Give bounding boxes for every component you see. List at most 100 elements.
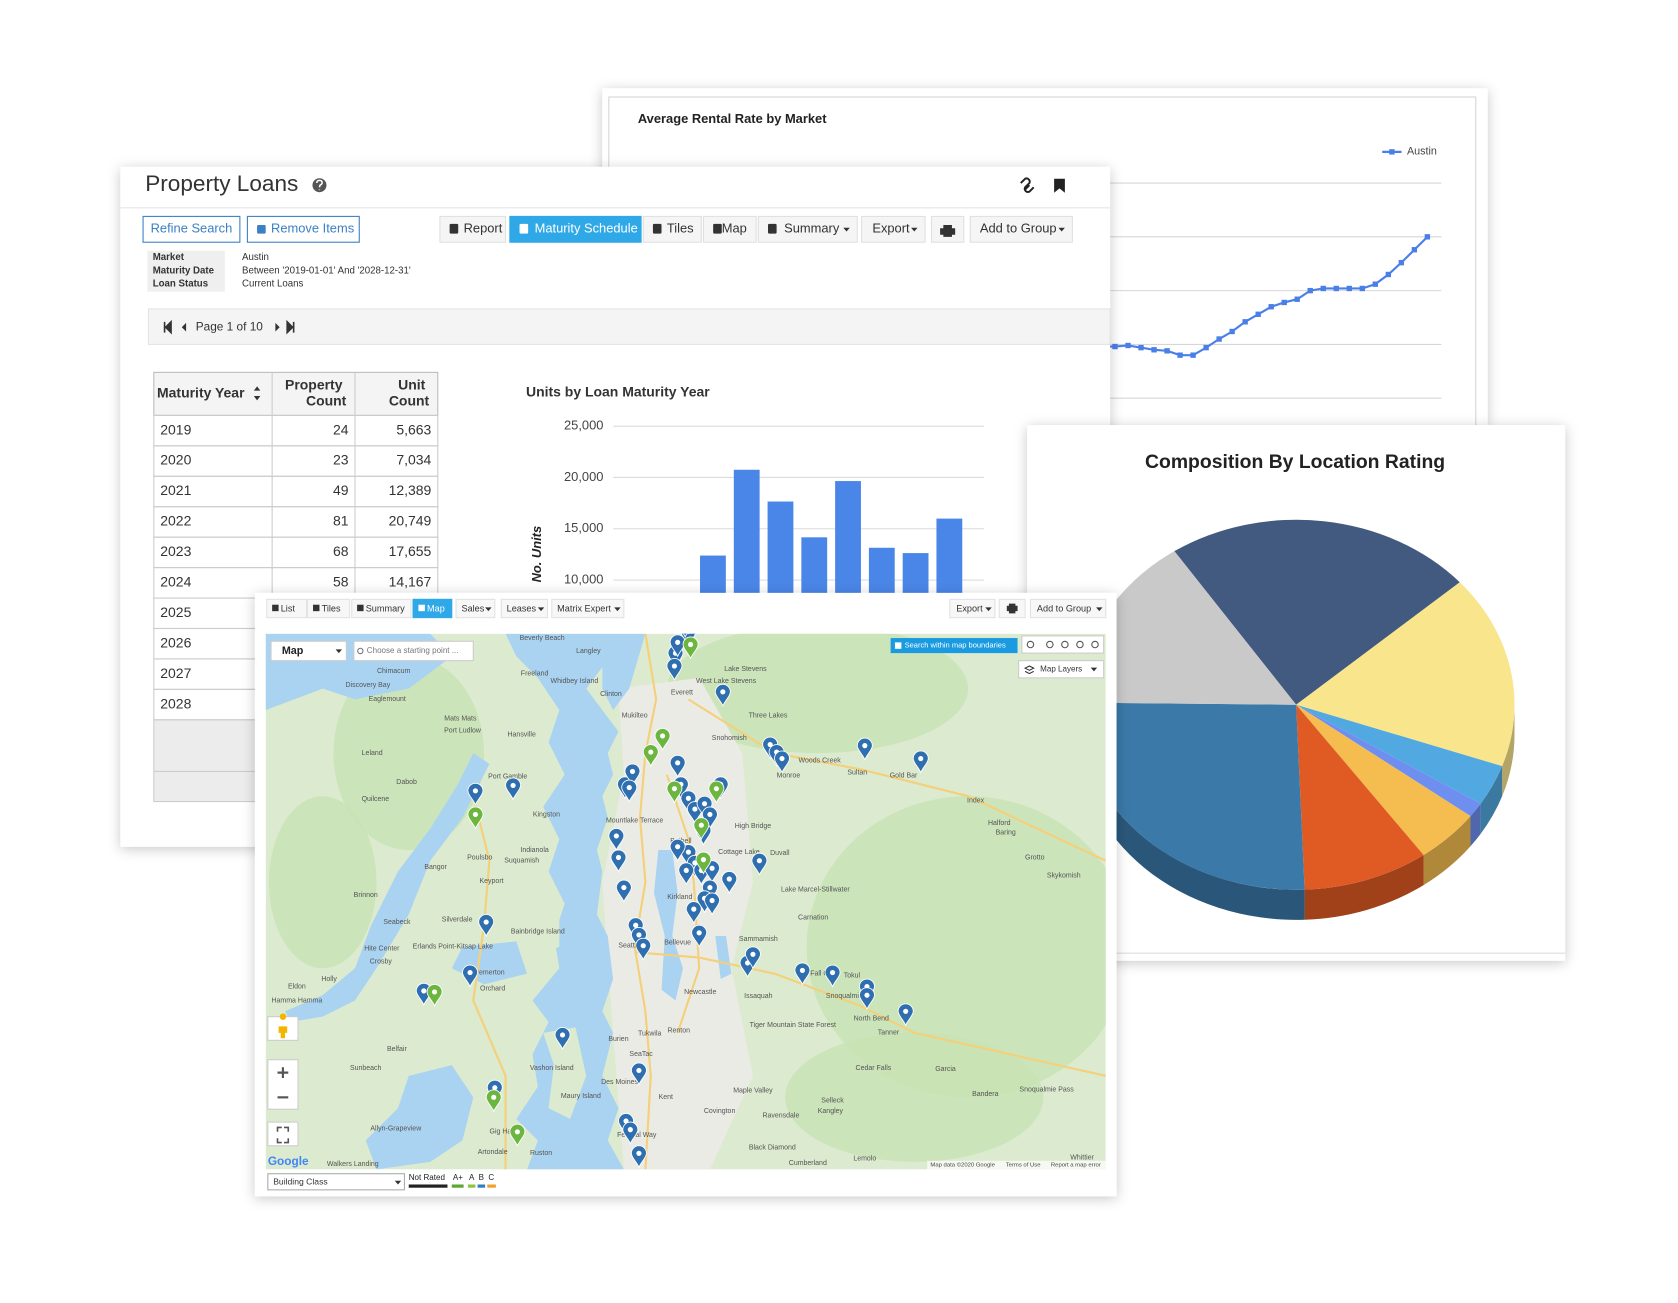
toolbar-button[interactable] bbox=[455, 598, 496, 619]
map-pin[interactable] bbox=[704, 892, 721, 916]
map-pin[interactable] bbox=[714, 683, 731, 707]
map-pin[interactable] bbox=[485, 1089, 502, 1113]
map-pin[interactable] bbox=[669, 838, 686, 862]
map-type-select[interactable] bbox=[270, 640, 347, 662]
map-pin[interactable] bbox=[751, 852, 768, 876]
zoom-in[interactable] bbox=[277, 1067, 289, 1078]
toolbar-button[interactable] bbox=[509, 215, 642, 243]
place-label: Dabob bbox=[396, 779, 417, 786]
map-pin[interactable] bbox=[678, 862, 695, 886]
outline-button[interactable] bbox=[142, 215, 241, 243]
map-pin[interactable] bbox=[685, 901, 702, 925]
map-pin[interactable] bbox=[669, 634, 686, 658]
toolbar-button[interactable] bbox=[702, 215, 757, 243]
toolbar-label: Matrix Expert bbox=[557, 603, 611, 613]
map-pin[interactable] bbox=[774, 750, 790, 774]
map-pin[interactable] bbox=[682, 636, 699, 660]
map-tool-icon[interactable] bbox=[1061, 640, 1069, 649]
legend-label: Austin bbox=[1407, 146, 1437, 158]
toolbar-button[interactable] bbox=[949, 598, 996, 619]
map-pin[interactable] bbox=[505, 777, 522, 801]
map-pin[interactable] bbox=[426, 984, 443, 1008]
caret bbox=[1058, 227, 1065, 232]
y-tick-label: 25,000 bbox=[564, 418, 603, 433]
map-layers-button[interactable] bbox=[1018, 660, 1105, 679]
map-pin[interactable] bbox=[478, 914, 495, 938]
map-pin[interactable] bbox=[608, 828, 625, 852]
map-pin[interactable] bbox=[622, 1121, 639, 1145]
outline-button[interactable] bbox=[246, 215, 360, 243]
map-pin[interactable] bbox=[691, 924, 708, 948]
map-pin[interactable] bbox=[669, 754, 686, 778]
pager-last[interactable] bbox=[286, 319, 295, 335]
map-pin[interactable] bbox=[462, 964, 479, 988]
link-icon[interactable] bbox=[1020, 177, 1035, 193]
map-pin[interactable] bbox=[630, 1145, 647, 1169]
map-pin[interactable] bbox=[678, 615, 693, 639]
pager-next[interactable] bbox=[275, 322, 280, 332]
map-pin[interactable] bbox=[610, 849, 627, 873]
pie-slice-side bbox=[1502, 704, 1515, 797]
map-pin[interactable] bbox=[467, 782, 484, 806]
toolbar-button[interactable] bbox=[551, 598, 625, 619]
toolbar-label: Add to Group bbox=[980, 221, 1057, 236]
map-pin[interactable] bbox=[794, 962, 811, 986]
map-tool-icon[interactable] bbox=[1026, 640, 1035, 649]
place-label: Carnation bbox=[798, 915, 828, 922]
pie-slice-side bbox=[1304, 854, 1424, 920]
toolbar-button[interactable] bbox=[351, 598, 412, 619]
map-pin[interactable] bbox=[912, 750, 929, 774]
search-input[interactable] bbox=[353, 640, 474, 662]
map-pin-dot bbox=[627, 1127, 633, 1133]
map-tool-icon[interactable] bbox=[1046, 640, 1054, 649]
map-urban bbox=[602, 677, 753, 1170]
map-pin[interactable] bbox=[693, 817, 710, 841]
map-pin-dot bbox=[510, 782, 516, 788]
toolbar-label: Tiles bbox=[322, 603, 341, 613]
map-pin[interactable] bbox=[695, 851, 712, 875]
legend-select[interactable] bbox=[267, 1173, 405, 1191]
map-pin[interactable] bbox=[554, 1027, 571, 1051]
map-pin[interactable] bbox=[744, 946, 761, 970]
map-pin[interactable] bbox=[635, 937, 652, 961]
search-button[interactable] bbox=[890, 638, 1018, 654]
map-pin[interactable] bbox=[897, 1003, 914, 1027]
pager-first[interactable] bbox=[163, 319, 172, 335]
map-pin[interactable] bbox=[859, 987, 875, 1011]
toolbar-button[interactable] bbox=[500, 598, 549, 619]
place-label: Holly bbox=[321, 976, 337, 983]
map-pin[interactable] bbox=[615, 879, 632, 903]
map-pin[interactable] bbox=[624, 763, 641, 787]
map-pin[interactable] bbox=[467, 806, 484, 830]
map-tool-icon[interactable] bbox=[1091, 640, 1099, 649]
map-pin[interactable] bbox=[509, 1123, 526, 1147]
toolbar-button[interactable] bbox=[412, 598, 453, 619]
map-tool-icon[interactable] bbox=[1076, 640, 1084, 649]
fullscreen-button[interactable] bbox=[267, 1121, 299, 1147]
toolbar-button[interactable] bbox=[307, 598, 351, 619]
map-pin-dot bbox=[709, 865, 715, 871]
toolbar-label: Export bbox=[956, 603, 983, 613]
map-pin[interactable] bbox=[824, 964, 841, 988]
toolbar-button[interactable] bbox=[266, 598, 308, 619]
map-pin[interactable] bbox=[630, 1062, 647, 1086]
map-pin-dot bbox=[707, 811, 713, 818]
bookmark-icon[interactable] bbox=[1054, 178, 1065, 193]
table-header[interactable]: Maturity Year bbox=[157, 385, 245, 401]
table-cell: 20,749 bbox=[389, 513, 432, 529]
map-pin[interactable] bbox=[666, 658, 683, 682]
map-pin[interactable] bbox=[721, 871, 738, 895]
place-label: Brinnon bbox=[354, 892, 378, 899]
toolbar-button[interactable] bbox=[969, 215, 1073, 243]
map-pin[interactable] bbox=[654, 728, 671, 752]
pager-prev[interactable] bbox=[181, 322, 187, 332]
map-pin[interactable] bbox=[621, 779, 638, 803]
map-pin[interactable] bbox=[856, 737, 873, 761]
toolbar-button[interactable] bbox=[1029, 598, 1107, 619]
zoom-control[interactable] bbox=[267, 1059, 299, 1110]
map-pin[interactable] bbox=[708, 780, 725, 804]
map-pin[interactable] bbox=[666, 780, 683, 804]
map-pin[interactable] bbox=[642, 744, 659, 768]
map-tools[interactable] bbox=[1021, 635, 1105, 654]
